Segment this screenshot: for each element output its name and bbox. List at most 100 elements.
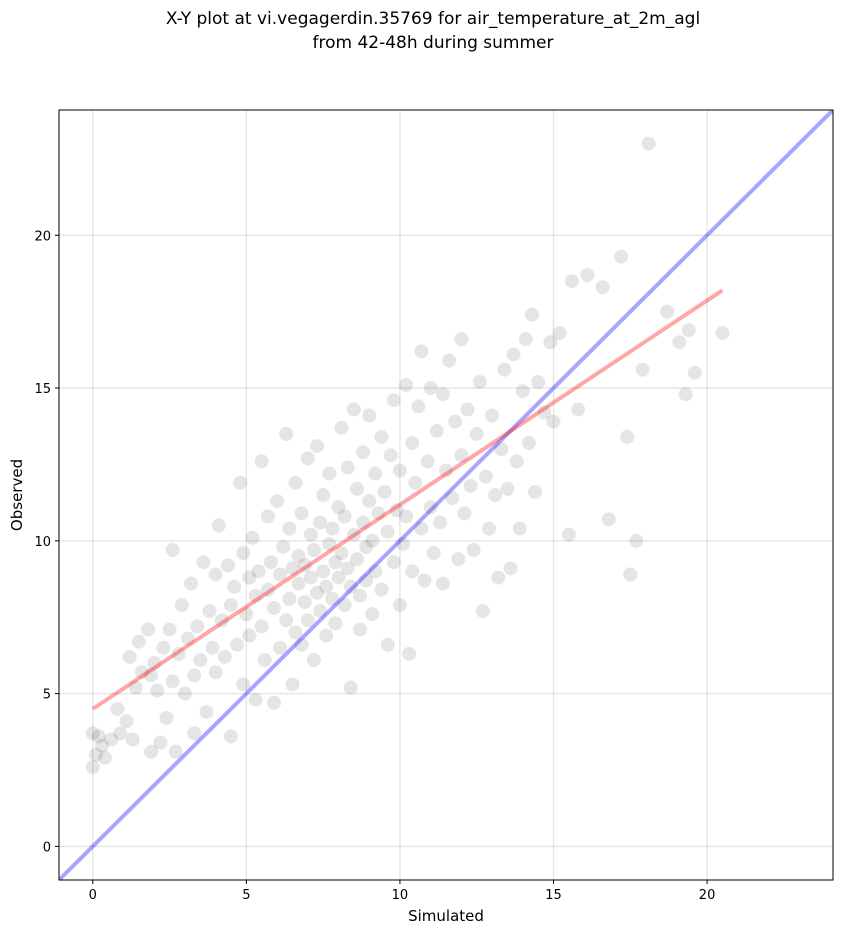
data-point (362, 494, 377, 509)
data-point (475, 604, 490, 619)
data-point (306, 653, 321, 667)
y-tick-label: 5 (43, 688, 51, 703)
data-point (380, 524, 395, 539)
data-point (162, 622, 177, 637)
data-point (273, 640, 288, 655)
data-point (254, 454, 269, 469)
data-point (294, 506, 309, 521)
data-point (399, 509, 414, 524)
data-point (518, 332, 533, 347)
data-point (442, 353, 457, 368)
data-point (432, 515, 447, 530)
data-point (159, 711, 174, 726)
data-point (457, 506, 472, 521)
data-point (236, 546, 251, 561)
data-point (303, 570, 318, 585)
x-tick-label: 20 (699, 888, 716, 903)
data-point (134, 665, 149, 680)
data-point (365, 533, 380, 548)
data-point (85, 726, 100, 741)
data-point (110, 701, 125, 716)
y-tick-label: 10 (34, 535, 51, 550)
data-point (497, 362, 512, 377)
data-point (98, 750, 113, 765)
data-point (463, 478, 478, 493)
data-point (334, 546, 349, 561)
data-point (392, 463, 407, 478)
data-point (279, 426, 294, 441)
data-point (190, 619, 205, 634)
data-point (715, 326, 730, 341)
data-point (620, 429, 635, 444)
data-point (365, 607, 380, 622)
data-point (150, 683, 165, 698)
data-point (494, 442, 509, 457)
data-point (417, 573, 432, 588)
data-point (174, 598, 189, 612)
data-point (491, 570, 506, 585)
data-point (297, 558, 312, 573)
data-point (635, 362, 650, 377)
data-point (353, 622, 367, 637)
data-point (230, 637, 245, 652)
data-point (131, 634, 146, 649)
data-point (334, 420, 349, 435)
data-point (331, 500, 346, 515)
data-point (288, 625, 303, 640)
data-point (445, 491, 460, 506)
data-point (399, 378, 414, 392)
data-point (319, 579, 334, 594)
data-point (328, 616, 343, 631)
data-point (208, 567, 223, 582)
data-point (144, 668, 159, 683)
data-point (224, 598, 238, 612)
data-point (331, 570, 346, 585)
data-point (343, 680, 358, 695)
data-point (340, 460, 355, 475)
data-point (300, 613, 315, 628)
data-point (214, 613, 229, 628)
y-tick-label: 0 (43, 840, 51, 855)
data-point (469, 426, 484, 441)
data-point (595, 280, 610, 295)
x-tick-label: 5 (242, 888, 250, 903)
data-point (561, 527, 576, 542)
data-point (454, 448, 469, 463)
data-point (310, 585, 324, 600)
data-point (346, 402, 361, 417)
data-point (245, 530, 260, 545)
data-point (181, 631, 195, 646)
data-point (196, 555, 211, 570)
data-point (512, 521, 527, 536)
data-point (423, 500, 438, 515)
data-point (359, 573, 374, 588)
data-point (254, 619, 269, 634)
data-point (122, 649, 137, 664)
data-point (429, 423, 444, 438)
data-point (104, 732, 119, 747)
data-point (353, 588, 367, 603)
data-point (322, 466, 337, 481)
data-point (614, 249, 629, 264)
data-point (435, 576, 450, 591)
x-axis-label: Simulated (408, 907, 484, 925)
data-point (546, 414, 561, 429)
data-point (279, 613, 294, 628)
data-point (515, 384, 530, 399)
data-point (153, 735, 168, 750)
data-point (402, 646, 417, 661)
data-point (303, 527, 318, 542)
data-point (288, 475, 303, 490)
data-point (580, 268, 595, 282)
data-point (236, 677, 251, 692)
data-point (528, 484, 543, 499)
data-point (199, 704, 214, 719)
data-point (325, 521, 340, 536)
data-point (478, 469, 493, 484)
data-point (423, 381, 438, 396)
data-point (552, 326, 567, 341)
data-point (294, 637, 309, 652)
data-point (95, 738, 109, 753)
data-point (193, 653, 208, 667)
data-point (405, 564, 420, 579)
